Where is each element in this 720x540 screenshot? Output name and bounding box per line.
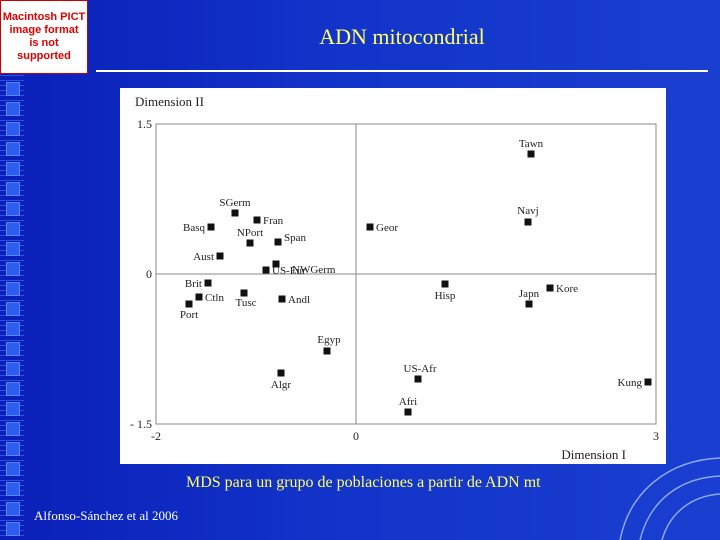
decor-square	[6, 402, 20, 416]
data-point-egyp	[323, 347, 331, 355]
x-tick-label: -2	[151, 429, 161, 443]
point-label-tawn: Tawn	[519, 138, 544, 150]
decor-square	[6, 202, 20, 216]
data-point-span	[274, 238, 282, 246]
data-point-aust	[216, 252, 224, 260]
placeholder-line-3: is not supported	[17, 37, 71, 62]
y-axis-label: Dimension II	[135, 94, 204, 109]
decor-square	[6, 242, 20, 256]
data-point-kore	[546, 284, 554, 292]
placeholder-line-2: image format	[9, 24, 79, 36]
data-point-nport	[246, 239, 254, 247]
point-label-tusc: Tusc	[236, 297, 257, 309]
x-tick-label: 0	[353, 429, 359, 443]
point-label-us-afr: US-Afr	[404, 363, 437, 375]
decor-square	[6, 302, 20, 316]
data-point-basq	[207, 223, 215, 231]
point-label-fran: Fran	[263, 215, 284, 227]
decor-square	[6, 82, 20, 96]
data-point-algr	[277, 369, 285, 377]
decor-square	[6, 442, 20, 456]
point-label-geor: Geor	[376, 222, 398, 234]
point-label-algr: Algr	[271, 379, 292, 391]
point-label-brit: Brit	[185, 278, 202, 290]
data-point-kung	[644, 378, 652, 386]
data-point-nwgerm	[272, 260, 280, 268]
data-point-hisp	[441, 280, 449, 288]
point-label-span: Span	[284, 232, 307, 244]
data-point-geor	[366, 223, 374, 231]
data-point-us-afr	[414, 375, 422, 383]
point-label-ctln: Ctln	[205, 292, 224, 304]
y-tick-label: - 1.5	[130, 417, 152, 431]
point-label-andl: Andl	[288, 294, 310, 306]
point-label-port: Port	[180, 309, 198, 321]
title-underline	[96, 70, 708, 72]
data-point-andl	[278, 295, 286, 303]
data-point-fran	[253, 216, 261, 224]
point-label-nwgerm: NWGerm	[292, 264, 336, 276]
decor-square	[6, 522, 20, 536]
slide-title: ADN mitocondrial	[319, 24, 485, 49]
left-decor-squares	[4, 82, 20, 536]
data-point-afri	[404, 408, 412, 416]
y-tick-label: 0	[146, 267, 152, 281]
unsupported-image-placeholder: Macintosh PICT image format is not suppo…	[0, 0, 88, 74]
decor-square	[6, 282, 20, 296]
data-point-navj	[524, 218, 532, 226]
decor-square	[6, 122, 20, 136]
decor-square	[6, 422, 20, 436]
placeholder-line-1: Macintosh PICT	[2, 11, 86, 23]
decor-square	[6, 362, 20, 376]
decor-square	[6, 462, 20, 476]
decor-square	[6, 162, 20, 176]
decor-square	[6, 182, 20, 196]
decorative-swirl	[619, 457, 720, 540]
point-label-egyp: Egyp	[317, 334, 341, 346]
decor-square	[6, 482, 20, 496]
decor-square	[6, 102, 20, 116]
decor-square	[6, 382, 20, 396]
decor-square	[6, 262, 20, 276]
data-point-sgerm	[231, 209, 239, 217]
point-label-japn: Japn	[519, 288, 540, 300]
x-axis-label: Dimension I	[561, 447, 626, 462]
source-credit: Alfonso-Sánchez et al 2006	[34, 508, 179, 523]
point-label-kung: Kung	[618, 377, 643, 389]
point-label-kore: Kore	[556, 283, 578, 295]
decor-square	[6, 342, 20, 356]
data-point-us-eur	[262, 266, 270, 274]
point-label-afri: Afri	[399, 396, 417, 408]
decor-square	[6, 322, 20, 336]
data-point-brit	[204, 279, 212, 287]
mds-chart-panel: Dimension II Dimension I 1.5 0 - 1.5 -2 0 3 Ta…	[120, 88, 666, 464]
x-tick-label: 3	[653, 429, 659, 443]
decor-square	[6, 222, 20, 236]
point-label-sgerm: SGerm	[219, 197, 251, 209]
data-point-port	[185, 300, 193, 308]
data-point-tawn	[527, 150, 535, 158]
point-label-nport: NPort	[237, 227, 263, 239]
point-label-hisp: Hisp	[435, 290, 456, 302]
point-label-basq: Basq	[183, 222, 206, 234]
point-label-aust: Aust	[193, 251, 214, 263]
point-label-navj: Navj	[517, 205, 538, 217]
point-label-us-eur: US-Eur	[272, 265, 306, 277]
y-tick-label: 1.5	[137, 117, 152, 131]
data-point-tusc	[240, 289, 248, 297]
chart-caption: MDS para un grupo de poblaciones a parti…	[186, 474, 541, 491]
decor-square	[6, 142, 20, 156]
data-point-ctln	[195, 293, 203, 301]
decor-square	[6, 502, 20, 516]
data-point-japn	[525, 300, 533, 308]
mds-scatter-chart: Dimension II Dimension I 1.5 0 - 1.5-2 0 3 Ta…	[130, 94, 659, 462]
